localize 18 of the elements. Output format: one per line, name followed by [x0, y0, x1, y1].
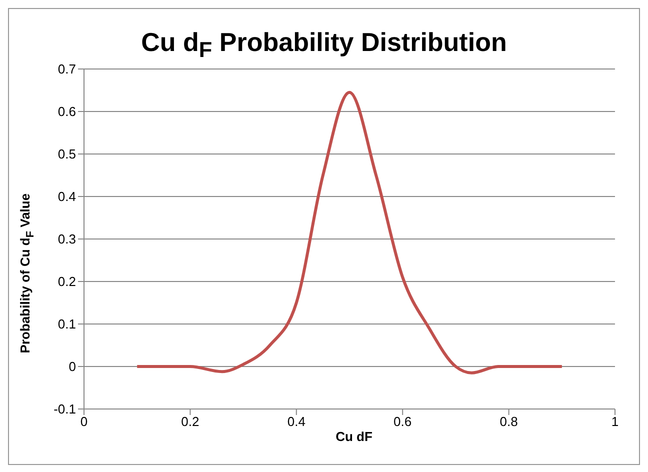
y-tick-label: -0.1 [54, 402, 76, 417]
y-tick-label: 0.3 [58, 232, 76, 247]
y-tick-label: 0 [68, 359, 76, 374]
y-tick-label: 0.1 [58, 316, 76, 332]
x-tick-label: 0.2 [181, 414, 200, 430]
y-tick-label: 0.6 [58, 104, 76, 120]
chart-title: Cu d$_{F}$ Probability Distribution [140, 27, 508, 64]
x-tick-label: 0.4 [287, 414, 306, 430]
x-tick-label: 0 [80, 414, 88, 430]
x-tick-label: 0.6 [394, 414, 412, 430]
x-tick-label: 1 [611, 414, 619, 430]
y-tick-label: 0.2 [58, 274, 76, 290]
x-tick-label: 0.8 [500, 414, 518, 430]
y-tick-label: 0.5 [58, 146, 76, 162]
y-tick-label: 0.7 [58, 62, 76, 77]
x-axis-title: Cu dF [334, 429, 374, 444]
line-series [136, 90, 564, 374]
y-tick-label: 0.4 [58, 189, 76, 204]
